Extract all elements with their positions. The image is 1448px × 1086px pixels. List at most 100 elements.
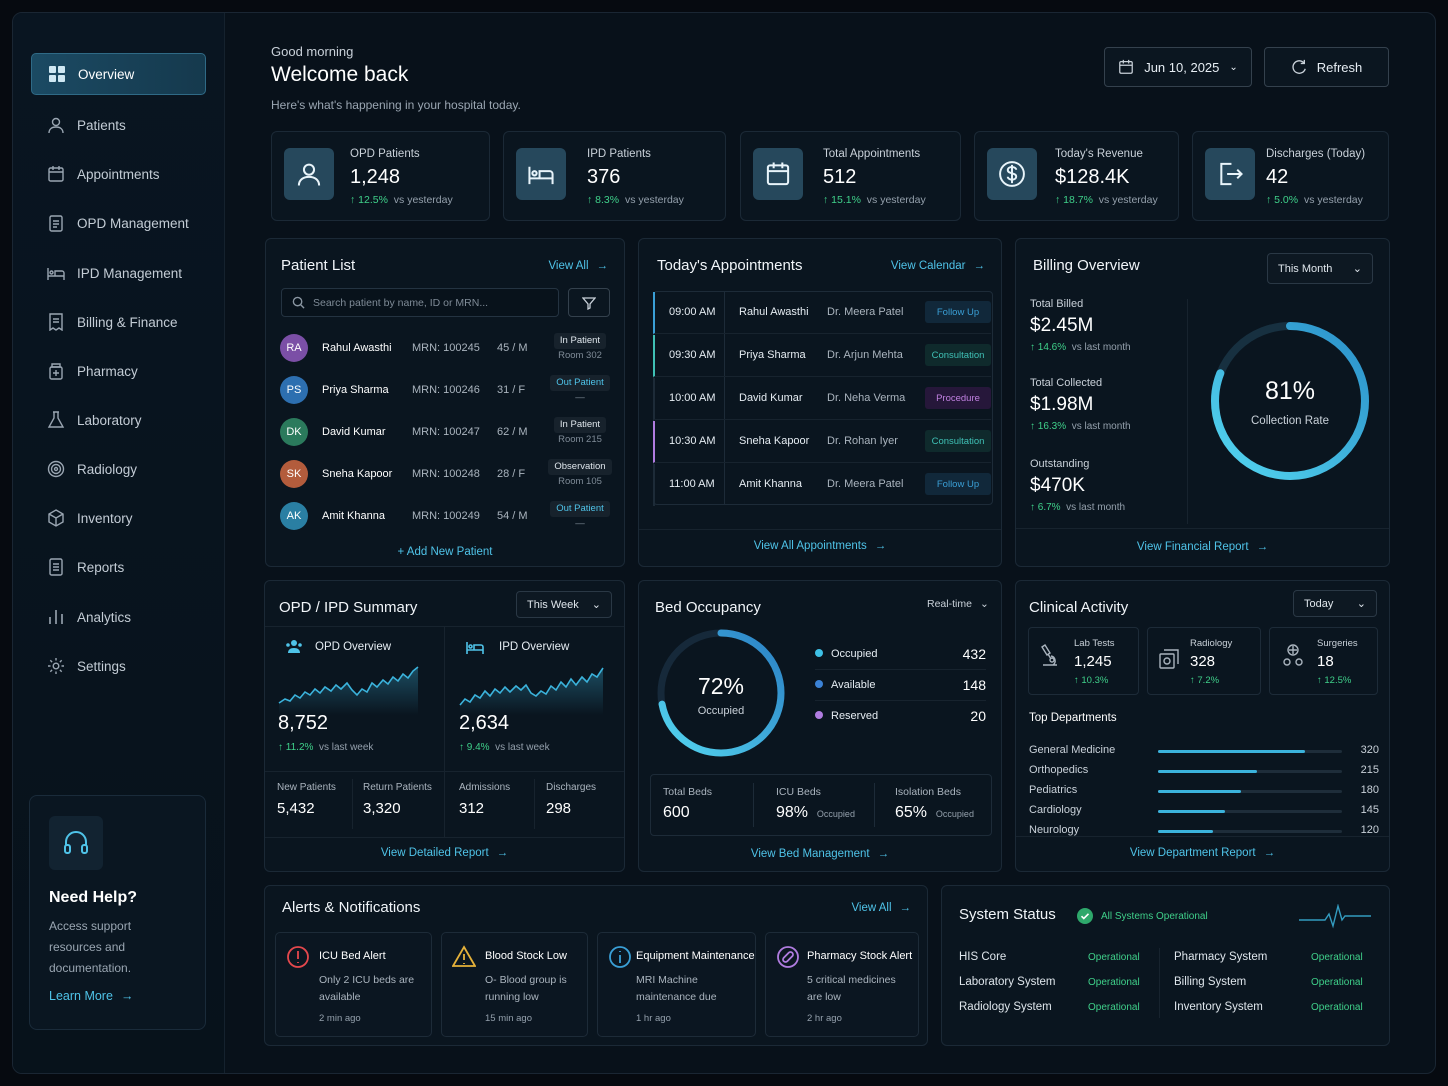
billing-stat-collected: Total Collected $1.98M ↑ 16.3% vs last m… (1030, 377, 1131, 432)
collection-rate-arc (1211, 322, 1369, 480)
view-all-alerts-link[interactable]: View All → (851, 902, 911, 914)
summary-period-select[interactable]: This Week ⌄ (516, 591, 612, 618)
appointment-type-badge: Consultation (925, 430, 991, 452)
alert-time: 2 hr ago (807, 1013, 842, 1024)
tile-surgeries[interactable]: Surgeries 18 ↑ 12.5% (1269, 627, 1378, 695)
sidebar-item-patients[interactable]: Patients (31, 104, 206, 146)
alert-item-pharmacy[interactable]: Pharmacy Stock Alert 5 critical medicine… (765, 932, 919, 1037)
sidebar-item-billing[interactable]: Billing & Finance (31, 301, 206, 343)
appointment-row[interactable]: 09:00 AM Rahul Awasthi Dr. Meera Patel F… (653, 292, 991, 334)
view-calendar-link[interactable]: View Calendar → (890, 260, 985, 272)
divider (1159, 948, 1160, 1018)
sidebar-item-ipd-management[interactable]: IPD Management (31, 252, 206, 294)
bed-occupancy-value: 72% (697, 673, 745, 699)
sidebar-item-pharmacy[interactable]: Pharmacy (31, 350, 206, 392)
system-name: HIS Core (959, 951, 1007, 963)
learn-more-link[interactable]: Learn More → (49, 989, 134, 1003)
search-input[interactable]: Search patient by name, ID or MRN... (281, 288, 559, 317)
bed-total: Total Beds 600 (663, 786, 713, 821)
sidebar-item-settings[interactable]: Settings (31, 645, 206, 687)
sidebar-item-label: Laboratory (77, 412, 142, 428)
patient-row[interactable]: AK Amit Khanna MRN: 100249 54 / M Out Pa… (280, 498, 614, 540)
view-financial-report-link[interactable]: View Financial Report → (1136, 541, 1269, 553)
stat-change: ↑ 8.3% vs yesterday (587, 194, 684, 206)
date-picker[interactable]: Jun 10, 2025 ⌄ (1104, 47, 1252, 87)
patient-row[interactable]: DK David Kumar MRN: 100247 62 / M In Pat… (280, 414, 614, 456)
view-detailed-report-link[interactable]: View Detailed Report → (380, 847, 509, 859)
alert-time: 2 min ago (319, 1013, 361, 1024)
divider (444, 626, 445, 838)
billing-card: Billing Overview This Month ⌄ Total Bille… (1015, 238, 1390, 567)
info-icon (609, 946, 631, 968)
patient-row[interactable]: RA Rahul Awasthi MRN: 100245 45 / M In P… (280, 330, 614, 372)
appointment-row[interactable]: 11:00 AM Amit Khanna Dr. Meera Patel Fol… (653, 464, 991, 506)
legend-swatch (815, 711, 823, 719)
user-icon (48, 117, 64, 134)
alerts-card: Alerts & Notifications View All → ICU Bed… (264, 885, 928, 1046)
add-patient-button[interactable]: + Add New Patient (397, 546, 493, 558)
view-department-report-link[interactable]: View Department Report → (1129, 847, 1276, 859)
view-all-appointments-link[interactable]: View All Appointments → (753, 540, 887, 552)
divider (352, 779, 353, 829)
patient-status: In Patient Room 302 (548, 333, 612, 363)
appointment-row[interactable]: 09:30 AM Priya Sharma Dr. Arjun Mehta Co… (653, 335, 991, 377)
app-window: Overview Patients Appointments OPD Manag… (12, 12, 1436, 1074)
chevron-down-icon: ⌄ (591, 599, 601, 611)
refresh-button[interactable]: Refresh (1264, 47, 1389, 87)
patient-row[interactable]: PS Priya Sharma MRN: 100246 31 / F Out P… (280, 372, 614, 414)
appointment-row[interactable]: 10:30 AM Sneha Kapoor Dr. Rohan Iyer Con… (653, 421, 991, 463)
department-bar (1158, 810, 1342, 813)
appointment-doctor: Dr. Arjun Mehta (827, 349, 903, 361)
patient-mrn: MRN: 100247 (412, 426, 480, 438)
sidebar-item-label: Settings (77, 658, 126, 674)
patient-status: Out Patient — (548, 501, 612, 531)
collection-rate-value: 81% (1264, 377, 1316, 405)
patient-row[interactable]: SK Sneha Kapoor MRN: 100248 28 / F Obser… (280, 456, 614, 498)
system-name: Pharmacy System (1174, 951, 1268, 963)
alert-description: 5 critical medicines are low (807, 974, 896, 1003)
stat-value: 512 (823, 166, 857, 188)
sidebar-item-overview[interactable]: Overview (31, 53, 206, 95)
date-label: Jun 10, 2025 (1144, 59, 1220, 75)
pill-icon (777, 946, 799, 968)
alert-item-icu[interactable]: ICU Bed Alert Only 2 ICU beds are availa… (275, 932, 432, 1037)
surgery-icon (1283, 644, 1303, 666)
department-value: 215 (1360, 764, 1379, 776)
system-status: Operational (1311, 952, 1363, 963)
sidebar-item-laboratory[interactable]: Laboratory (31, 399, 206, 441)
appointment-time: 09:30 AM (669, 349, 716, 361)
stat-change: ↑ 18.7% vs yesterday (1055, 194, 1158, 206)
stat-value: 1,248 (350, 166, 401, 188)
sidebar-item-appointments[interactable]: Appointments (31, 153, 206, 195)
card-title: Today's Appointments (657, 257, 803, 274)
tile-lab-tests[interactable]: Lab Tests 1,245 ↑ 10.3% (1028, 627, 1139, 695)
alert-title: Equipment Maintenance (636, 950, 755, 962)
view-bed-management-link[interactable]: View Bed Management → (750, 848, 890, 860)
sidebar-item-opd-management[interactable]: OPD Management (31, 202, 206, 244)
alert-item-equipment[interactable]: Equipment Maintenance MRI Machine mainte… (597, 932, 756, 1037)
sidebar-item-analytics[interactable]: Analytics (31, 596, 206, 638)
avatar: DK (280, 418, 308, 446)
sidebar-item-radiology[interactable]: Radiology (31, 448, 206, 490)
bar-chart-icon (49, 610, 63, 624)
sidebar-item-label: Patients (77, 117, 126, 133)
view-all-patients-link[interactable]: View All → (548, 260, 608, 272)
appointment-time: 09:00 AM (669, 306, 716, 318)
patient-mrn: MRN: 100246 (412, 384, 480, 396)
avatar: AK (280, 502, 308, 530)
tile-radiology[interactable]: Radiology 328 ↑ 7.2% (1147, 627, 1261, 695)
appointment-doctor: Dr. Meera Patel (827, 306, 904, 318)
sidebar-item-inventory[interactable]: Inventory (31, 497, 206, 539)
realtime-select[interactable]: Real-time ⌄ (927, 598, 989, 610)
billing-period-select[interactable]: This Month ⌄ (1267, 253, 1373, 284)
alert-item-blood[interactable]: Blood Stock Low O- Blood group is runnin… (441, 932, 588, 1037)
appointment-time: 10:30 AM (669, 435, 716, 447)
appointment-row[interactable]: 10:00 AM David Kumar Dr. Neha Verma Proc… (653, 378, 991, 420)
card-title: Billing Overview (1033, 257, 1140, 274)
legend-reserved: Reserved 20 (815, 708, 986, 732)
sidebar-item-reports[interactable]: Reports (31, 546, 206, 588)
sidebar-item-label: Inventory (77, 510, 133, 526)
filter-button[interactable] (568, 288, 610, 317)
department-bar (1158, 750, 1342, 753)
clinical-period-select[interactable]: Today ⌄ (1293, 590, 1377, 617)
